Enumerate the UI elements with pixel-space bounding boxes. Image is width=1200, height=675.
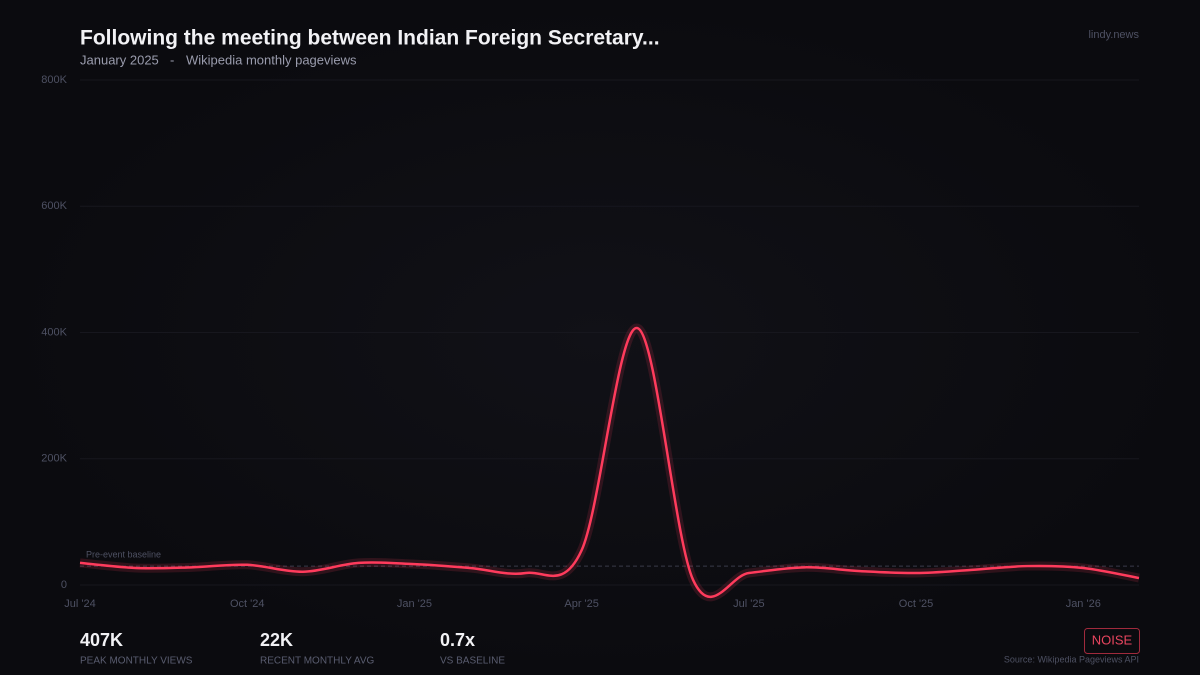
- badge-box: [1084, 628, 1140, 654]
- y-tick-label: 200K: [41, 453, 67, 465]
- subtitle-date: January 2025: [80, 52, 159, 67]
- stat-label: PEAK MONTHLY VIEWS: [80, 656, 193, 667]
- stat-label: RECENT MONTHLY AVG: [260, 656, 375, 667]
- x-tick-label: Jul '25: [733, 598, 764, 610]
- baseline-label: Pre-event baseline: [86, 549, 161, 559]
- x-tick-label: Oct '25: [899, 598, 934, 610]
- x-tick-label: Jan '26: [1066, 598, 1101, 610]
- subtitle-sep: -: [170, 52, 174, 67]
- x-tick-label: Jul '24: [64, 598, 95, 610]
- stat-label: VS BASELINE: [440, 656, 505, 667]
- subtitle-source: Wikipedia monthly pageviews: [186, 52, 357, 67]
- badge: NOISE: [1092, 632, 1133, 647]
- x-tick-label: Apr '25: [564, 598, 599, 610]
- stat-value: 22K: [260, 630, 293, 650]
- chart-title: Following the meeting between Indian For…: [80, 27, 660, 50]
- line: [79, 326, 1140, 598]
- y-tick-label: 400K: [41, 326, 67, 338]
- source: Source: Wikipedia Pageviews API: [1004, 654, 1139, 664]
- stats: 407K PEAK MONTHLY VIEWS 22K RECENT MONTHLY …: [80, 630, 505, 667]
- line-glow: [79, 323, 1140, 602]
- stat-value: 0.7x: [440, 630, 475, 650]
- y-tick-label: 600K: [41, 200, 67, 212]
- x-tick-label: Jan '25: [397, 598, 432, 610]
- y-tick-label: 0: [61, 579, 67, 591]
- y-tick-label: 800K: [41, 74, 67, 86]
- brand: lindy.news: [1088, 29, 1139, 41]
- stat-value: 407K: [80, 630, 123, 650]
- x-tick-label: Oct '24: [230, 598, 265, 610]
